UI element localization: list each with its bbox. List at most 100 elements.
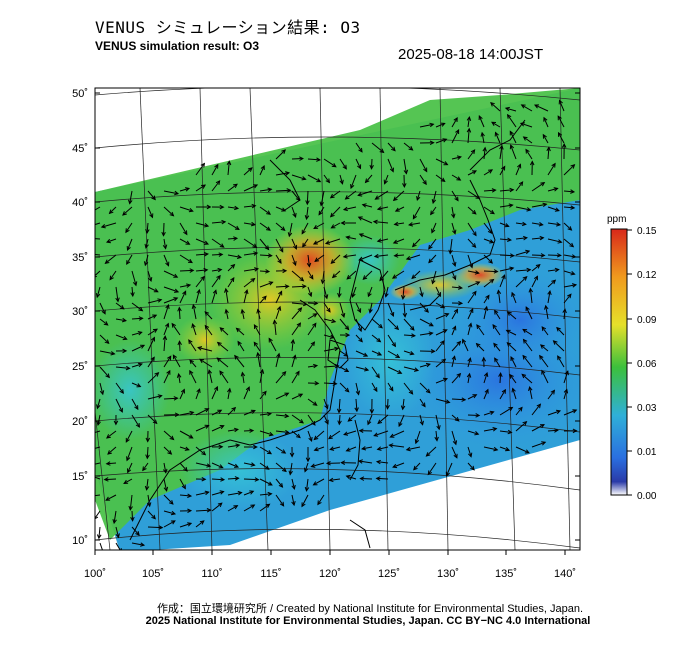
wind-arrow xyxy=(385,286,389,297)
colorbar-tick: 0.01 xyxy=(637,447,657,458)
wind-arrow xyxy=(259,493,272,496)
wind-arrow-head xyxy=(455,129,460,134)
wind-arrow xyxy=(291,430,301,438)
wind-arrow-head xyxy=(375,373,380,379)
wind-arrow xyxy=(199,358,213,368)
wind-arrow xyxy=(547,279,556,288)
wind-arrow-head xyxy=(173,273,179,278)
wind-arrow-head xyxy=(511,291,516,297)
wind-arrow xyxy=(362,270,373,280)
wind-arrow-head xyxy=(345,447,351,452)
wind-arrow-head xyxy=(323,294,329,300)
wind-arrow xyxy=(483,254,493,264)
wind-arrow-head xyxy=(493,342,498,348)
wind-arrow-head xyxy=(428,258,433,264)
wind-arrow-head xyxy=(170,510,177,516)
wind-arrow-head xyxy=(319,201,324,207)
wind-arrow-head xyxy=(220,477,226,482)
wind-arrow-head xyxy=(374,195,380,200)
wind-arrow-head xyxy=(313,435,319,441)
wind-arrow xyxy=(253,342,261,352)
wind-arrow-head xyxy=(362,275,368,280)
wind-arrow xyxy=(275,222,286,231)
wind-arrow xyxy=(259,222,271,231)
wind-arrow-head xyxy=(562,308,567,314)
wind-arrow xyxy=(211,238,224,248)
wind-arrow-head xyxy=(509,253,515,258)
wind-arrow-head xyxy=(325,178,331,184)
wind-arrow xyxy=(301,222,309,234)
wind-arrow xyxy=(131,398,139,410)
wind-arrow-head xyxy=(203,240,210,245)
wind-arrow-head xyxy=(169,435,175,441)
wind-arrow-head xyxy=(276,305,282,311)
wind-arrow-head xyxy=(136,383,142,388)
wind-arrow xyxy=(523,339,533,352)
wind-arrow xyxy=(523,136,533,144)
wind-arrow-head xyxy=(199,520,205,525)
wind-arrow xyxy=(483,411,494,416)
wind-arrow xyxy=(123,478,133,484)
wind-arrow xyxy=(563,190,575,193)
wind-arrow-head xyxy=(489,278,495,284)
wind-arrow-head xyxy=(405,446,411,452)
wind-arrow-head xyxy=(217,502,223,508)
wind-arrow xyxy=(483,279,494,288)
wind-arrow-head xyxy=(268,281,274,286)
wind-arrow-head xyxy=(90,210,94,213)
wind-arrow-head xyxy=(105,461,111,466)
wind-arrow-head xyxy=(189,369,194,375)
wind-arrow xyxy=(499,275,506,288)
wind-arrow xyxy=(510,145,517,160)
wind-arrow xyxy=(525,149,533,160)
wind-arrow-head xyxy=(200,162,206,168)
wind-arrow-head xyxy=(268,431,274,437)
wind-arrow xyxy=(115,542,121,550)
wind-arrow-head xyxy=(105,238,111,244)
wind-arrow-head xyxy=(99,390,105,396)
wind-arrow xyxy=(323,398,329,409)
wind-arrow-head xyxy=(282,268,288,274)
wind-arrow-head xyxy=(452,261,457,267)
wind-arrow-head xyxy=(308,436,313,443)
wind-arrow-head xyxy=(276,352,281,358)
wind-arrow-head xyxy=(266,411,272,417)
wind-arrow xyxy=(451,129,460,144)
wind-arrow-head xyxy=(292,261,297,267)
wind-arrow xyxy=(95,476,101,480)
wind-arrow xyxy=(145,238,149,248)
wind-arrow-head xyxy=(182,290,187,296)
wind-arrow-head xyxy=(354,407,359,413)
wind-arrow-head xyxy=(504,106,510,112)
lon-label: 140˚ xyxy=(554,568,576,580)
wind-arrow-head xyxy=(522,338,528,344)
wind-arrow xyxy=(343,206,357,211)
wind-arrow xyxy=(131,414,140,428)
wind-arrow-head xyxy=(292,212,297,218)
wind-arrow xyxy=(515,446,530,454)
wind-arrow xyxy=(563,389,568,400)
wind-arrow xyxy=(515,276,528,288)
wind-arrow xyxy=(307,270,314,280)
wind-arrow xyxy=(547,187,558,192)
wind-arrow-head xyxy=(436,292,441,298)
wind-arrow-head xyxy=(186,283,192,288)
wind-arrow-head xyxy=(278,290,283,296)
wind-arrow-head xyxy=(529,160,535,166)
wind-arrow-head xyxy=(483,371,489,377)
wind-arrow-head xyxy=(452,440,458,446)
wind-arrow xyxy=(360,478,373,480)
wind-arrow-head xyxy=(302,242,307,248)
wind-arrow-head xyxy=(299,156,304,161)
wind-arrow-head xyxy=(135,422,140,428)
wind-arrow-head xyxy=(245,386,250,392)
wind-arrow-head xyxy=(359,476,365,481)
wind-arrow xyxy=(211,409,222,416)
wind-arrow xyxy=(446,462,453,476)
wind-arrow-head xyxy=(240,308,245,314)
wind-arrow xyxy=(531,264,541,272)
wind-arrow xyxy=(369,302,373,313)
wind-arrow-head xyxy=(376,337,382,343)
wind-arrow xyxy=(451,398,466,401)
wind-arrow xyxy=(476,324,485,336)
